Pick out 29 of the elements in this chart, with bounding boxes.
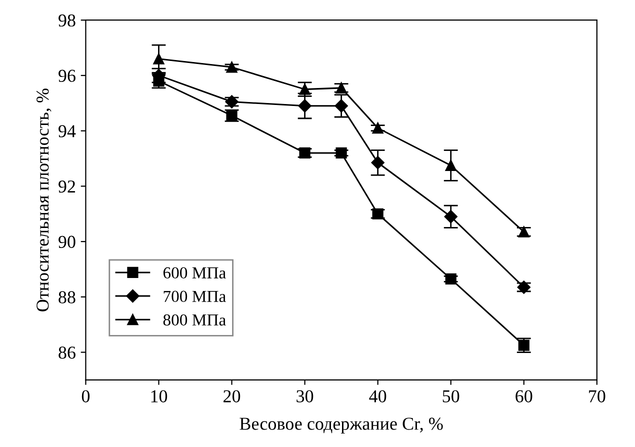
legend-label: 700 МПа — [164, 290, 226, 302]
x-tick-label: 50 — [442, 390, 460, 402]
x-tick-label: 20 — [224, 390, 240, 402]
x-tick-label: 40 — [369, 390, 386, 402]
y-tick-label: 88 — [58, 291, 76, 304]
legend-label: 800 МПа — [163, 314, 226, 326]
x-tick-label: 30 — [296, 390, 314, 402]
point — [334, 99, 348, 113]
point — [372, 122, 384, 134]
y-axis-title: Относительная плотность, % — [36, 88, 52, 312]
y-tick-label: 96 — [58, 70, 76, 82]
y-tick-label: 90 — [58, 236, 76, 248]
point — [518, 226, 530, 238]
legend-label: 600 МПа — [163, 267, 226, 278]
x-tick-label: 70 — [589, 390, 606, 402]
x-tick-label: 10 — [151, 390, 168, 402]
point — [444, 210, 458, 224]
y-tick-label: 98 — [58, 14, 76, 27]
point — [298, 99, 312, 113]
y-tick-label: 94 — [58, 125, 76, 138]
point — [445, 160, 456, 171]
x-axis-title: Весовое содержание Cr, % — [240, 418, 443, 434]
point — [153, 53, 164, 64]
x-tick-label: 0 — [82, 390, 90, 402]
y-tick-label: 86 — [58, 346, 76, 359]
point — [371, 156, 384, 170]
y-tick-label: 92 — [58, 180, 76, 193]
point — [336, 147, 347, 159]
x-tick-label: 60 — [516, 390, 532, 402]
